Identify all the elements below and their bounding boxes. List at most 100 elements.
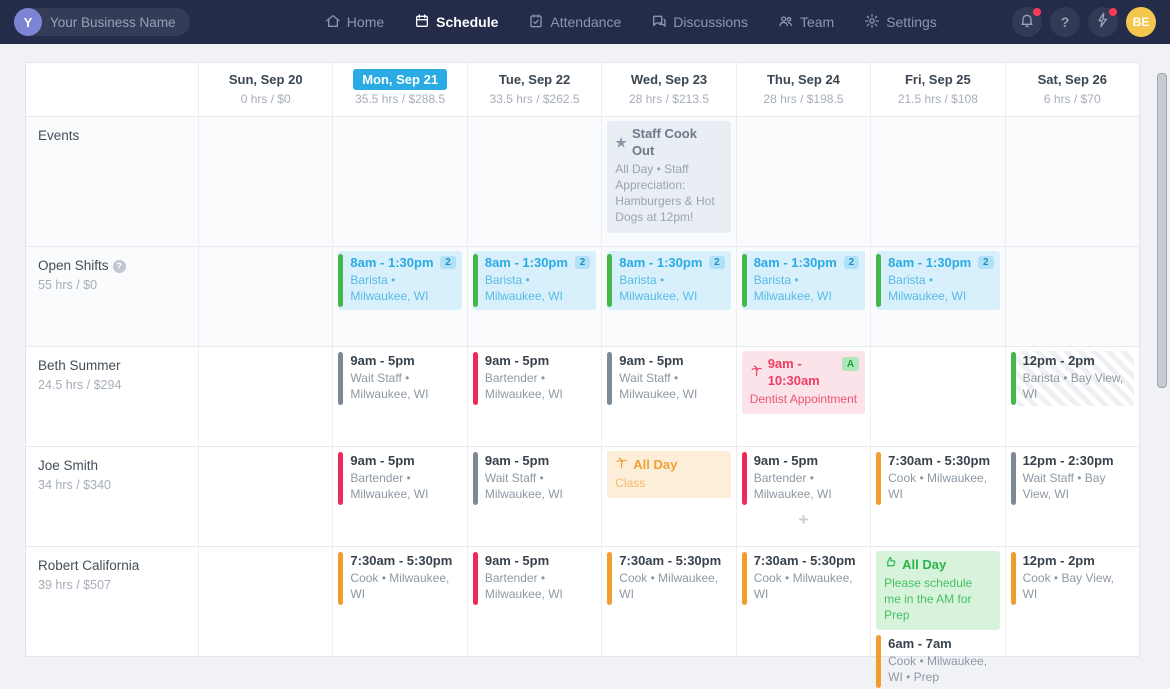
shift-color-bar bbox=[876, 254, 882, 307]
joe-cell-tue[interactable]: 9am - 5pm Wait Staff • Milwaukee, WI bbox=[466, 446, 602, 546]
robert-cell-thu[interactable]: 7:30am - 5:30pm Cook • Milwaukee, WI bbox=[735, 546, 871, 656]
joe-cell-sat[interactable]: 12pm - 2:30pm Wait Staff • Bay View, WI bbox=[1004, 446, 1139, 546]
open-shift-card[interactable]: 2 8am - 1:30pm Barista • Milwaukee, WI bbox=[338, 251, 462, 310]
shift-card[interactable]: 6am - 7am Cook • Milwaukee, WI • Prep bbox=[876, 634, 999, 689]
beth-cell-sat[interactable]: 12pm - 2pm Barista • Bay View, WI bbox=[1004, 346, 1139, 446]
timeoff-time: All Day bbox=[633, 456, 678, 472]
robert-cell-sat[interactable]: 12pm - 2pm Cook • Bay View, WI bbox=[1004, 546, 1139, 656]
events-cell-mon[interactable] bbox=[332, 116, 467, 246]
open-shifts-help-icon[interactable]: ? bbox=[112, 260, 126, 273]
open-shift-card[interactable]: 2 8am - 1:30pm Barista • Milwaukee, WI bbox=[876, 251, 1000, 310]
shift-card[interactable]: 9am - 5pm Bartender • Milwaukee, WI bbox=[472, 551, 596, 606]
day-header-tue[interactable]: Tue, Sep 22 33.5 hrs / $262.5 bbox=[466, 63, 601, 116]
availability-request-card[interactable]: All Day Please schedule me in the AM for… bbox=[876, 551, 1000, 631]
shift-card[interactable]: 9am - 5pm Bartender • Milwaukee, WI bbox=[741, 451, 865, 506]
events-cell-wed[interactable]: ★ Staff Cook Out All Day • Staff Appreci… bbox=[601, 116, 736, 246]
help-button[interactable]: ? bbox=[1050, 7, 1080, 37]
open-shift-cell-sun[interactable] bbox=[198, 246, 333, 346]
events-cell-sun[interactable] bbox=[198, 116, 333, 246]
bell-icon bbox=[1019, 12, 1035, 33]
robert-cell-mon[interactable]: 7:30am - 5:30pm Cook • Milwaukee, WI bbox=[332, 546, 467, 656]
unpublished-shift-card[interactable]: 12pm - 2pm Barista • Bay View, WI bbox=[1010, 351, 1134, 406]
open-shift-cell-sat[interactable] bbox=[1004, 246, 1139, 346]
open-shift-cell-thu[interactable]: 2 8am - 1:30pm Barista • Milwaukee, WI bbox=[735, 246, 871, 346]
user-avatar[interactable]: BE bbox=[1126, 7, 1156, 37]
robert-cell-fri[interactable]: All Day Please schedule me in the AM for… bbox=[870, 546, 1005, 688]
nav-attendance[interactable]: Attendance bbox=[528, 13, 621, 32]
notifications-button[interactable] bbox=[1012, 7, 1042, 37]
joe-cell-thu[interactable]: 9am - 5pm Bartender • Milwaukee, WI + bbox=[735, 446, 871, 546]
shift-card[interactable]: 9am - 5pm Bartender • Milwaukee, WI bbox=[338, 451, 461, 506]
beth-cell-fri[interactable] bbox=[870, 346, 1005, 446]
joe-cell-mon[interactable]: 9am - 5pm Bartender • Milwaukee, WI bbox=[332, 446, 467, 546]
open-shift-cell-tue[interactable]: 2 8am - 1:30pm Barista • Milwaukee, WI bbox=[466, 246, 602, 346]
shift-role: Bartender • Milwaukee, WI bbox=[350, 470, 429, 501]
timeoff-card-class[interactable]: All Day Class bbox=[607, 451, 731, 499]
beth-cell-mon[interactable]: 9am - 5pm Wait Staff • Milwaukee, WI bbox=[332, 346, 467, 446]
open-shift-card[interactable]: 2 8am - 1:30pm Barista • Milwaukee, WI bbox=[472, 251, 597, 310]
row-name: Events bbox=[38, 128, 80, 143]
row-name: Open Shifts bbox=[38, 258, 109, 273]
timeoff-card-dentist[interactable]: A 9am - 10:30am Dentist Appointment bbox=[741, 351, 866, 414]
open-shift-cell-fri[interactable]: 2 8am - 1:30pm Barista • Milwaukee, WI bbox=[870, 246, 1005, 346]
robert-cell-sun[interactable] bbox=[198, 546, 333, 656]
shift-card[interactable]: 7:30am - 5:30pm Cook • Milwaukee, WI bbox=[741, 551, 865, 606]
day-header-sun[interactable]: Sun, Sep 20 0 hrs / $0 bbox=[198, 63, 332, 116]
shift-color-bar bbox=[607, 254, 613, 307]
joe-cell-wed[interactable]: All Day Class bbox=[601, 446, 736, 546]
shift-card[interactable]: 12pm - 2:30pm Wait Staff • Bay View, WI bbox=[1010, 451, 1134, 506]
day-header-thu[interactable]: Thu, Sep 24 28 hrs / $198.5 bbox=[735, 63, 870, 116]
shift-role: Bartender • Milwaukee, WI bbox=[753, 470, 832, 501]
add-shift-plus-icon[interactable]: + bbox=[798, 509, 809, 529]
shift-time: 8am - 1:30pm bbox=[619, 255, 703, 270]
day-stats: 21.5 hrs / $108 bbox=[897, 92, 978, 106]
shift-card[interactable]: 12pm - 2pm Cook • Bay View, WI bbox=[1010, 551, 1134, 606]
beth-cell-tue[interactable]: 9am - 5pm Bartender • Milwaukee, WI bbox=[466, 346, 602, 446]
employee-name: Joe Smith bbox=[38, 458, 99, 473]
nav-team-label: Team bbox=[799, 14, 835, 30]
shift-card[interactable]: 9am - 5pm Wait Staff • Milwaukee, WI bbox=[607, 351, 730, 406]
open-shift-card[interactable]: 2 8am - 1:30pm Barista • Milwaukee, WI bbox=[741, 251, 866, 310]
events-cell-tue[interactable] bbox=[466, 116, 602, 246]
joe-cell-fri[interactable]: 7:30am - 5:30pm Cook • Milwaukee, WI bbox=[870, 446, 1005, 546]
nav-home[interactable]: Home bbox=[325, 13, 384, 32]
business-name-menu[interactable]: Y Your Business Name bbox=[14, 8, 190, 36]
shift-color-bar bbox=[472, 352, 478, 405]
team-people-icon bbox=[778, 13, 794, 32]
day-header-mon-today[interactable]: Mon, Sep 21 35.5 hrs / $288.5 bbox=[332, 63, 466, 116]
whats-new-button[interactable] bbox=[1088, 7, 1118, 37]
beth-cell-wed[interactable]: 9am - 5pm Wait Staff • Milwaukee, WI bbox=[601, 346, 736, 446]
day-stats: 28 hrs / $213.5 bbox=[628, 92, 710, 106]
palm-tree-icon bbox=[750, 364, 763, 382]
shift-card[interactable]: 7:30am - 5:30pm Cook • Milwaukee, WI bbox=[607, 551, 730, 606]
shift-card[interactable]: 7:30am - 5:30pm Cook • Milwaukee, WI bbox=[338, 551, 461, 606]
shift-card[interactable]: 9am - 5pm Wait Staff • Milwaukee, WI bbox=[338, 351, 461, 406]
shift-color-bar bbox=[876, 452, 882, 505]
nav-team[interactable]: Team bbox=[778, 13, 834, 32]
day-header-sat[interactable]: Sat, Sep 26 6 hrs / $70 bbox=[1004, 63, 1139, 116]
events-cell-fri[interactable] bbox=[870, 116, 1005, 246]
day-header-fri[interactable]: Fri, Sep 25 21.5 hrs / $108 bbox=[870, 63, 1004, 116]
day-header-wed[interactable]: Wed, Sep 23 28 hrs / $213.5 bbox=[601, 63, 735, 116]
shift-role: Barista • Milwaukee, WI bbox=[350, 272, 429, 303]
beth-cell-thu[interactable]: A 9am - 10:30am Dentist Appointment bbox=[735, 346, 871, 446]
event-card-staff-cook-out[interactable]: ★ Staff Cook Out All Day • Staff Appreci… bbox=[607, 121, 731, 233]
shift-time: 9am - 5pm bbox=[350, 453, 415, 468]
events-cell-sat[interactable] bbox=[1004, 116, 1139, 246]
open-shift-card[interactable]: 2 8am - 1:30pm Barista • Milwaukee, WI bbox=[607, 251, 731, 310]
employee-stats: 39 hrs / $507 bbox=[38, 578, 111, 592]
vertical-scrollbar-thumb[interactable] bbox=[1157, 73, 1167, 388]
shift-card[interactable]: 9am - 5pm Wait Staff • Milwaukee, WI bbox=[472, 451, 596, 506]
nav-settings[interactable]: Settings bbox=[864, 13, 937, 32]
open-shift-cell-wed[interactable]: 2 8am - 1:30pm Barista • Milwaukee, WI bbox=[601, 246, 736, 346]
joe-cell-sun[interactable] bbox=[198, 446, 333, 546]
robert-cell-tue[interactable]: 9am - 5pm Bartender • Milwaukee, WI bbox=[466, 546, 602, 656]
shift-card[interactable]: 7:30am - 5:30pm Cook • Milwaukee, WI bbox=[876, 451, 999, 506]
events-cell-thu[interactable] bbox=[735, 116, 871, 246]
beth-cell-sun[interactable] bbox=[198, 346, 333, 446]
robert-cell-wed[interactable]: 7:30am - 5:30pm Cook • Milwaukee, WI bbox=[601, 546, 736, 656]
shift-card[interactable]: 9am - 5pm Bartender • Milwaukee, WI bbox=[472, 351, 596, 406]
open-shift-cell-mon[interactable]: 2 8am - 1:30pm Barista • Milwaukee, WI bbox=[332, 246, 467, 346]
nav-discussions[interactable]: Discussions bbox=[651, 13, 748, 32]
nav-schedule[interactable]: Schedule bbox=[414, 13, 498, 32]
